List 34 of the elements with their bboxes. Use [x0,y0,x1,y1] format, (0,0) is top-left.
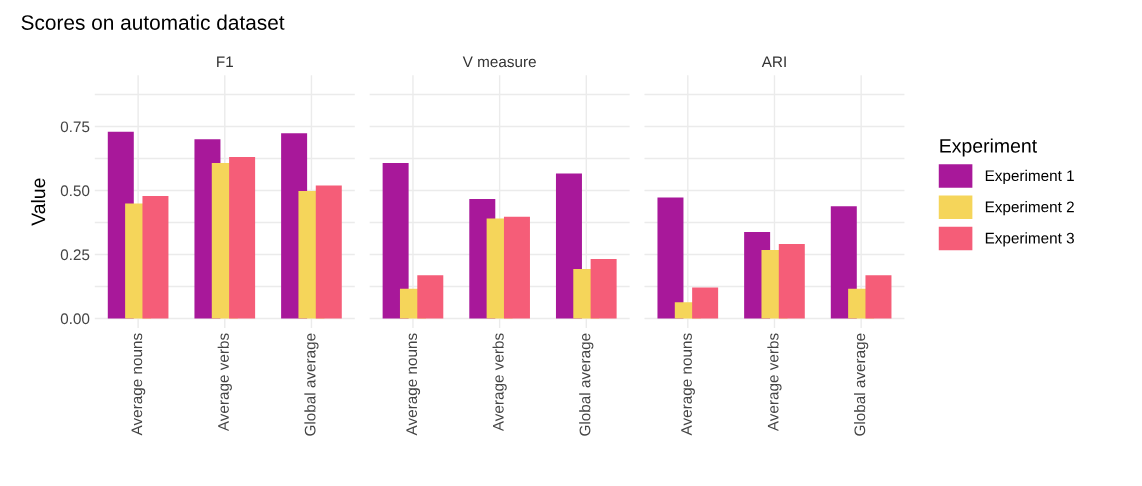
x-tick-label: Global average [304,333,319,436]
bar [657,197,684,319]
x-tick-label: Average nouns [406,333,421,436]
legend-label: Experiment 3 [985,232,1074,247]
x-tick-label: Global average [854,333,869,436]
chart-subtitle: ARI [761,56,786,67]
x-tick-label: Average nouns [681,333,695,436]
y-tick-label: 0.50 [60,185,90,197]
y-axis-title: Value [30,178,46,226]
x-tick-label: Average nouns [131,333,146,436]
legend-label: Experiment 2 [985,201,1074,216]
y-tick-label: 0.25 [60,249,90,261]
bar [865,275,892,319]
legend-label: Experiment 1 [985,169,1074,185]
bar [503,216,530,319]
chart-subtitle: V measure [462,56,536,68]
x-tick-label: Average verbs [217,333,232,432]
bar [142,196,169,319]
bar [692,287,719,319]
chart-title: Scores on automatic dataset [21,14,285,30]
bar [315,185,342,319]
x-tick-label: Average verbs [492,333,507,432]
chart-subtitle: F1 [217,56,233,67]
x-tick-label: Average verbs [767,333,782,432]
y-tick-label: 0.00 [60,313,90,325]
legend-title: Experiment [940,138,1037,157]
bar [417,275,444,319]
bar [382,163,409,319]
y-tick-label: 0.75 [60,121,90,133]
bar [778,243,805,319]
x-tick-label: Global average [579,333,594,436]
bar [830,206,857,319]
bar [590,259,617,319]
bar [229,156,256,319]
